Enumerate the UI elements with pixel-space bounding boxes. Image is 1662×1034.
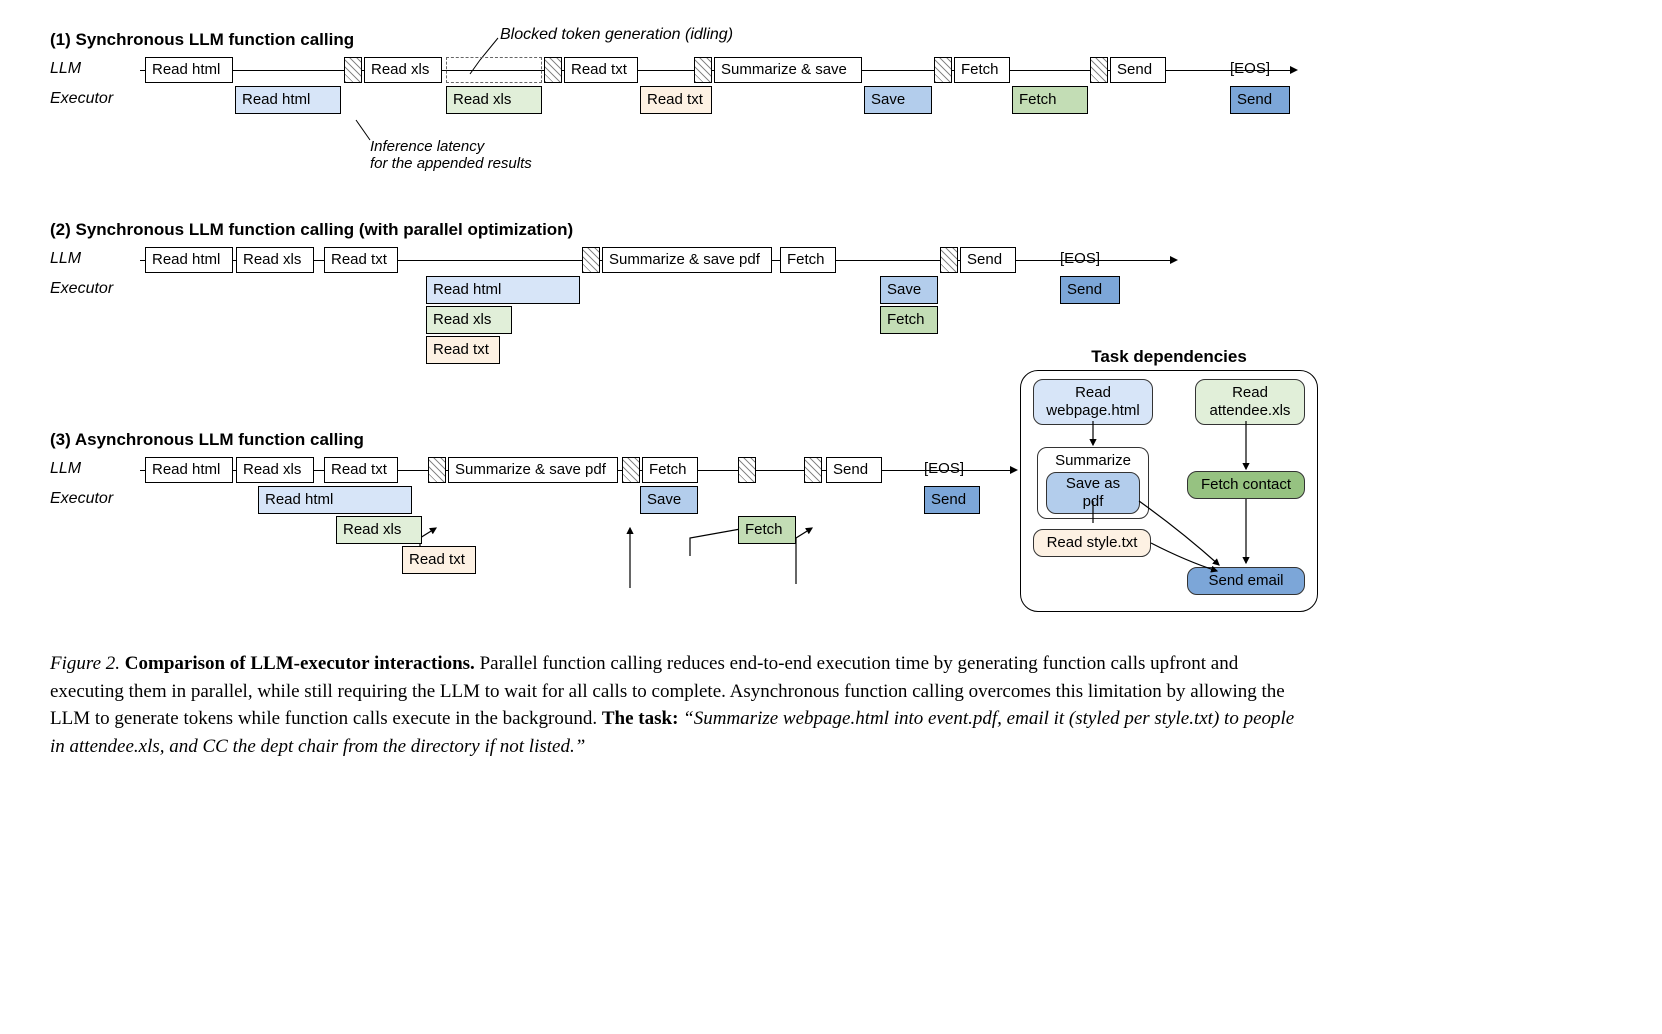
exec-box: Save — [880, 276, 938, 304]
hatch-block — [344, 57, 362, 83]
hatch-block — [582, 247, 600, 273]
llm-call-box: Read xls — [236, 247, 314, 273]
hatch-block — [934, 57, 952, 83]
hatch-block — [804, 457, 822, 483]
caption-fig-label: Figure 2. — [50, 653, 120, 674]
dep-read-html: Readwebpage.html — [1033, 379, 1153, 425]
llm-call-box: Summarize & save — [714, 57, 862, 83]
dep-summarize: Summarize Save as pdf — [1037, 447, 1149, 519]
exec-box: Read txt — [426, 336, 500, 364]
s2-exec-boxes-1: Read xls Fetch — [50, 306, 1310, 334]
exec-box: Fetch — [738, 516, 796, 544]
idle-block — [446, 57, 542, 83]
llm-call-box: Send — [826, 457, 882, 483]
eos-marker: [EOS] — [1060, 250, 1100, 267]
llm-call-box: Read txt — [324, 457, 398, 483]
exec-box: Send — [1060, 276, 1120, 304]
exec-box: Read html — [235, 86, 341, 114]
dep-read-txt: Read style.txt — [1033, 529, 1151, 557]
hatch-block — [544, 57, 562, 83]
s1-exec-boxes: Read html Read xls Read txt Save Fetch Send — [50, 86, 1310, 114]
dep-save-as-pdf: Save as pdf — [1046, 472, 1140, 514]
exec-box: Fetch — [1012, 86, 1088, 114]
exec-box: Read html — [258, 486, 412, 514]
s1-llm-track: Read html Read xls Read txt Summarize & sav… — [50, 56, 1310, 84]
llm-call-box: Read html — [145, 57, 233, 83]
llm-call-box: Summarize & save pdf — [602, 247, 772, 273]
exec-box: Read txt — [640, 86, 712, 114]
s2-exec-row-1: Read xls Fetch — [50, 306, 1310, 334]
hatch-block — [940, 247, 958, 273]
eos-marker: [EOS] — [1230, 60, 1270, 77]
figure-caption: Figure 2. Comparison of LLM-executor int… — [50, 650, 1310, 760]
llm-call-box: Send — [1110, 57, 1166, 83]
llm-call-box: Read html — [145, 247, 233, 273]
hatch-block — [622, 457, 640, 483]
exec-box: Read html — [426, 276, 580, 304]
s2-exec-row-0: Executor Read htmlSaveSend — [50, 276, 1310, 304]
llm-call-box: Read xls — [236, 457, 314, 483]
dep-title: Task dependencies — [1021, 347, 1317, 367]
hatch-block — [738, 457, 756, 483]
exec-box: Fetch — [880, 306, 938, 334]
s2-llm-track: Read htmlRead xls Read txt Summarize & sav… — [50, 246, 1310, 274]
exec-box: Save — [864, 86, 932, 114]
section-1: (1) Synchronous LLM function calling Blo… — [50, 30, 1310, 180]
exec-box: Read txt — [402, 546, 476, 574]
hatch-block — [428, 457, 446, 483]
llm-call-box: Send — [960, 247, 1016, 273]
exec-box: Read xls — [336, 516, 422, 544]
exec-box: Send — [924, 486, 980, 514]
llm-call-box: Read txt — [564, 57, 638, 83]
hatch-block — [1090, 57, 1108, 83]
llm-call-box: Read html — [145, 457, 233, 483]
s1-exec-track: Executor Read htmlRead xlsRead txtSaveFe… — [50, 86, 1310, 114]
dep-send-email: Send email — [1187, 567, 1305, 595]
s2-exec-boxes-0: Read html Save Send — [50, 276, 1310, 304]
exec-box: Save — [640, 486, 698, 514]
blocked-annotation: Blocked token generation (idling) — [500, 26, 733, 44]
dep-fetch: Fetch contact — [1187, 471, 1305, 499]
llm-call-box: Summarize & save pdf — [448, 457, 618, 483]
llm-call-box: Read txt — [324, 247, 398, 273]
llm-call-box: Fetch — [954, 57, 1010, 83]
caption-bold-lead: Comparison of LLM-executor interactions. — [125, 653, 475, 674]
caption-task-bold: The task: — [602, 708, 679, 729]
dep-read-xls: Readattendee.xls — [1195, 379, 1305, 425]
s1-inference-annot: Inference latencyfor the appended result… — [370, 138, 532, 172]
section-2-title: (2) Synchronous LLM function calling (wi… — [50, 220, 1310, 240]
exec-box: Read xls — [446, 86, 542, 114]
figure-container: (1) Synchronous LLM function calling Blo… — [50, 30, 1310, 760]
hatch-block — [694, 57, 712, 83]
llm-call-box: Fetch — [642, 457, 698, 483]
exec-box: Read xls — [426, 306, 512, 334]
eos-marker: [EOS] — [924, 460, 964, 477]
llm-call-box: Fetch — [780, 247, 836, 273]
llm-call-box: Read xls — [364, 57, 442, 83]
exec-box: Send — [1230, 86, 1290, 114]
task-dependencies-panel: Task dependencies Readwebpage.html Reada… — [1020, 370, 1318, 612]
